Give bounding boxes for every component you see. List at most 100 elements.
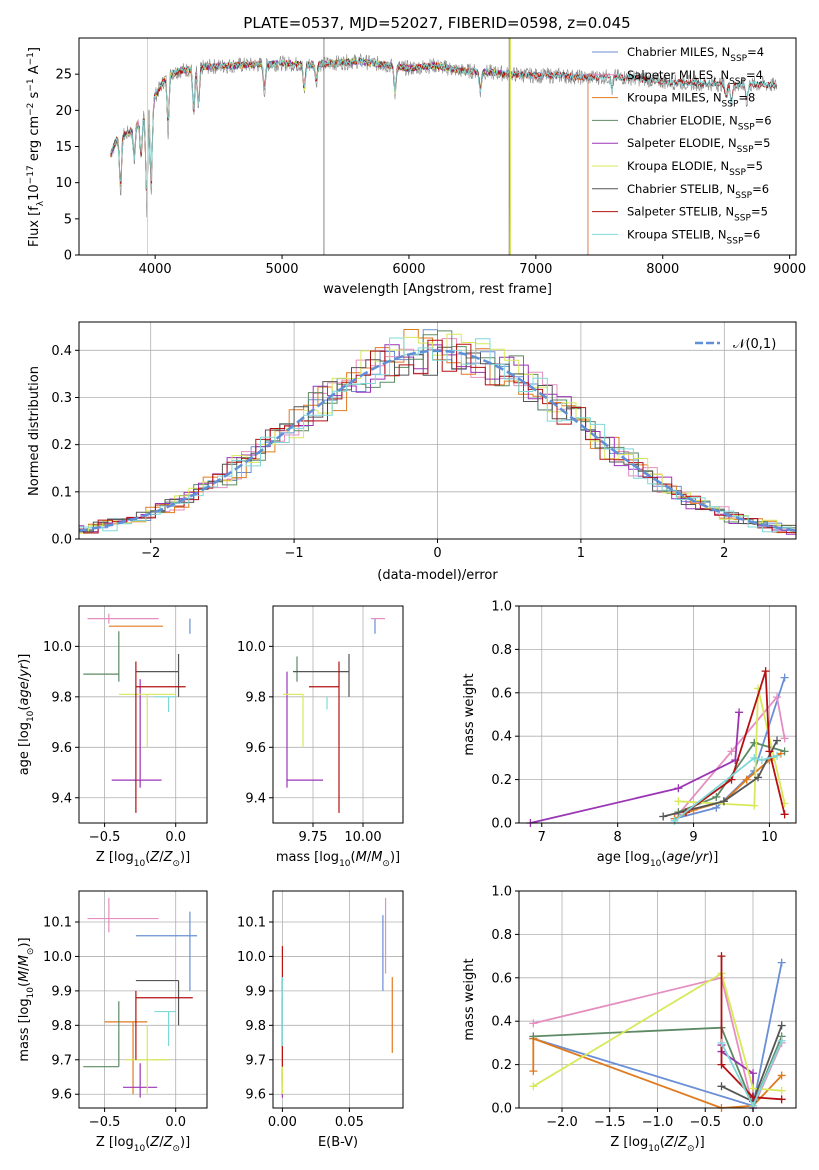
legend-value: =6 <box>752 182 769 196</box>
spectrum-line-salpeter-elodie <box>110 57 511 255</box>
histogram-step-salpeter-stelib <box>79 339 796 534</box>
spectrum-line-kroupa-elodie <box>110 57 511 255</box>
series-point-salpeter-miles <box>727 747 736 756</box>
y-tick-label: 0.1 <box>51 485 72 500</box>
axes-frame <box>78 890 208 1109</box>
y-tick-label: 9.8 <box>51 690 72 705</box>
spectrum-line-salpeter-miles <box>110 57 589 255</box>
series-point-salpeter-miles <box>529 1019 538 1028</box>
legend-entry: 𝒩(0,1) <box>733 337 776 352</box>
series-point-kroupa-stelib <box>757 756 766 765</box>
series-line-kroupa-miles <box>532 1037 783 1108</box>
y-tick-label: 0.2 <box>491 773 512 788</box>
legend-sub: SSP <box>729 168 746 178</box>
y-tick-label: 9.9 <box>51 984 72 999</box>
series-point-salpeter-stelib <box>717 1060 726 1069</box>
y-tick-label: 0.6 <box>491 971 512 986</box>
series-point-kroupa-stelib <box>777 1036 786 1045</box>
spectrum-x-label: wavelength [Angstrom, rest frame] <box>323 282 552 297</box>
mass-vs-Z-x-label: Z [log10(Z/Z⊙)] <box>96 1135 190 1154</box>
chart-layer: 4000 5000 6000 7000 8000 90000510152025wavele… <box>17 37 806 1154</box>
series-point-kroupa-elodie <box>674 797 683 806</box>
series-point-salpeter-miles <box>780 734 789 743</box>
y-tick-label: 9.4 <box>245 791 266 806</box>
series-point-salpeter-elodie <box>735 708 744 717</box>
series-point-chabrier-stelib <box>754 773 763 782</box>
axes-age-vs-mass <box>273 606 403 823</box>
y-tick-label: 0.0 <box>491 817 512 832</box>
series-point-kroupa-elodie <box>749 1084 758 1093</box>
y-tick-label: 10.0 <box>43 640 72 655</box>
series-point-chabrier-stelib <box>777 1021 786 1030</box>
x-tick-label: 1 <box>577 546 585 561</box>
legend-sub: SSP <box>734 214 751 224</box>
legend-sub: SSP <box>722 100 739 110</box>
y-tick-label: 0.8 <box>491 643 512 658</box>
y-tick-label: 10.0 <box>237 640 266 655</box>
y-tick-label: 10.0 <box>237 950 266 965</box>
age-vs-Z-x-label: Z [log10(Z/Z⊙)] <box>96 850 190 869</box>
mass-vs-ebv-x-label: E(B-V) <box>318 1135 358 1150</box>
x-tick-label: 7 <box>538 830 546 845</box>
series-point-chabrier-stelib <box>717 1082 726 1091</box>
y-tick-label: 0.4 <box>491 1015 512 1030</box>
y-tick-label: 1.0 <box>491 600 512 615</box>
axes-frame <box>272 890 404 1109</box>
series-point-kroupa-stelib <box>750 753 759 762</box>
y-tick-label: 20 <box>55 104 72 119</box>
series-point-salpeter-stelib <box>765 747 774 756</box>
axes-mass-vs-Z <box>79 891 207 1108</box>
series-point-salpeter-stelib <box>717 952 726 961</box>
x-tick-label: 7000 <box>519 262 552 277</box>
normal-reference-curve <box>79 349 796 532</box>
y-tick-label: 9.8 <box>245 1019 266 1034</box>
legend-sub: SSP <box>735 191 752 201</box>
series-point-kroupa-miles <box>742 775 751 784</box>
age-vs-mass-x-label: mass [log10(M/M⊙)] <box>276 850 400 869</box>
series-line-kroupa-elodie <box>532 972 782 1092</box>
series-point-kroupa-elodie <box>777 1086 786 1095</box>
series-line-salpeter-elodie <box>530 712 740 823</box>
x-tick-label: 10 <box>761 830 778 845</box>
series-line-kroupa-stelib <box>674 754 778 822</box>
legend-entry: Kroupa MILES, NSSP=8 <box>627 91 755 110</box>
x-tick-label: 5000 <box>265 262 298 277</box>
legend-value: =5 <box>746 159 763 173</box>
series-point-salpeter-stelib <box>761 667 770 676</box>
y-tick-label: 9.9 <box>245 984 266 999</box>
series-line-salpeter-miles <box>677 695 786 815</box>
axes-frame <box>272 605 404 824</box>
x-tick-label: 9 <box>689 830 697 845</box>
x-tick-label: 0.05 <box>335 1115 364 1130</box>
y-tick-label: 9.6 <box>51 741 72 756</box>
y-tick-label: 5 <box>64 212 72 227</box>
y-tick-label: 0 <box>64 249 72 264</box>
spectrum-line-chabrier-miles <box>110 57 589 255</box>
histogram-step-kroupa-stelib <box>79 337 796 533</box>
x-tick-label: 8000 <box>646 262 679 277</box>
x-tick-label: −1.0 <box>642 1115 674 1130</box>
series-point-kroupa-miles <box>529 1067 538 1076</box>
series-line-salpeter-stelib <box>720 956 782 1101</box>
series-point-kroupa-stelib <box>717 1038 726 1047</box>
axes-mass-vs-ebv <box>273 891 403 1108</box>
legend-value: =6 <box>743 227 760 241</box>
series-point-chabrier-stelib <box>719 797 728 806</box>
legend-value: =6 <box>755 113 772 127</box>
y-tick-label: 10.1 <box>237 916 266 931</box>
series-point-salpeter-elodie <box>674 784 683 793</box>
mass-weight-vs-age-x-label: age [log10(age/yr)] <box>597 850 719 869</box>
y-tick-label: 0.2 <box>491 1058 512 1073</box>
series-point-kroupa-elodie <box>750 801 759 810</box>
mass-vs-Z-y-label: mass [log10(M/M⊙)] <box>17 937 36 1061</box>
y-tick-label: 9.6 <box>245 1088 266 1103</box>
legend-value: =5 <box>754 136 771 150</box>
y-tick-label: 15 <box>55 140 72 155</box>
y-tick-label: 9.6 <box>245 741 266 756</box>
x-tick-label: 0.0 <box>165 1115 186 1130</box>
x-tick-label: −0.5 <box>689 1115 721 1130</box>
spectrum-line-kroupa-miles <box>110 57 589 255</box>
x-tick-label: −1 <box>285 546 304 561</box>
figure-title: PLATE=0537, MJD=52027, FIBERID=0598, z=0… <box>243 14 630 32</box>
